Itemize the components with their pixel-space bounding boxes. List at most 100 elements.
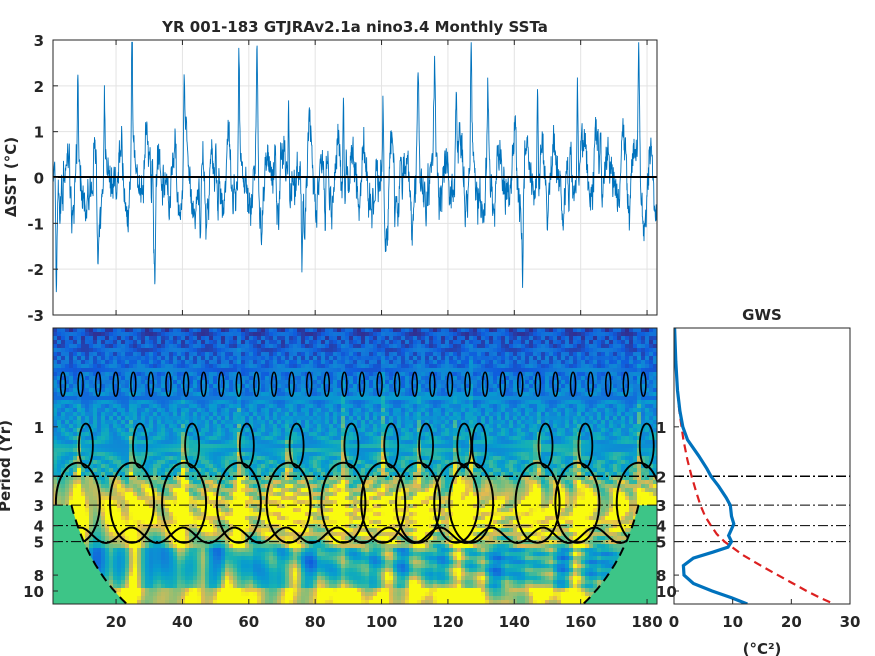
heatmap-cell xyxy=(357,332,362,337)
heatmap-cell xyxy=(505,420,510,425)
heatmap-cell xyxy=(125,344,130,349)
heatmap-cell xyxy=(605,436,610,441)
heatmap-cell xyxy=(533,400,538,405)
heatmap-cell xyxy=(373,332,378,337)
heatmap-cell xyxy=(629,452,634,457)
heatmap-cell xyxy=(621,356,626,361)
heatmap-cell xyxy=(633,440,638,445)
heatmap-cell xyxy=(493,328,498,333)
heatmap-cell xyxy=(609,344,614,349)
heatmap-cell xyxy=(269,424,274,429)
heatmap-cell xyxy=(205,340,210,345)
heatmap-cell xyxy=(425,328,430,333)
heatmap-cell xyxy=(153,348,158,353)
heatmap-cell xyxy=(457,452,462,457)
heatmap-cell xyxy=(309,344,314,349)
heatmap-cell xyxy=(241,404,246,409)
heatmap-cell xyxy=(53,340,58,345)
heatmap-cell xyxy=(361,388,366,393)
heatmap-cell xyxy=(61,428,66,433)
heatmap-cell xyxy=(421,412,426,417)
heatmap-cell xyxy=(577,412,582,417)
heatmap-cell xyxy=(333,360,338,365)
heatmap-cell xyxy=(53,456,58,461)
heatmap-cell xyxy=(201,380,206,385)
heatmap-cell xyxy=(117,436,122,441)
heatmap-cell xyxy=(557,340,562,345)
heatmap-cell xyxy=(213,344,218,349)
heatmap-cell xyxy=(597,420,602,425)
heatmap-cell xyxy=(345,420,350,425)
heatmap-cell xyxy=(225,364,230,369)
heatmap-cell xyxy=(89,448,94,453)
heatmap-cell xyxy=(125,356,130,361)
heatmap-cell xyxy=(89,360,94,365)
heatmap-cell xyxy=(289,424,294,429)
heatmap-cell xyxy=(261,340,266,345)
heatmap-cell xyxy=(585,428,590,433)
heatmap-cell xyxy=(213,456,218,461)
heatmap-cell xyxy=(457,400,462,405)
heatmap-cell xyxy=(365,376,370,381)
heatmap-cell xyxy=(537,340,542,345)
heatmap-cell xyxy=(489,408,494,413)
heatmap-cell xyxy=(257,444,262,449)
heatmap-cell xyxy=(369,352,374,357)
heatmap-cell xyxy=(481,408,486,413)
heatmap-cell xyxy=(485,436,490,441)
heatmap-cell xyxy=(109,356,114,361)
heatmap-cell xyxy=(85,400,90,405)
heatmap-cell xyxy=(621,336,626,341)
heatmap-cell xyxy=(449,332,454,337)
heatmap-cell xyxy=(653,384,657,389)
heatmap-cell xyxy=(221,356,226,361)
heatmap-cell xyxy=(237,376,242,381)
heatmap-cell xyxy=(529,396,534,401)
heatmap-cell xyxy=(493,372,498,377)
heatmap-cell xyxy=(617,368,622,373)
heatmap-cell xyxy=(513,332,518,337)
heatmap-cell xyxy=(469,344,474,349)
heatmap-cell xyxy=(561,416,566,421)
heatmap-cell xyxy=(285,448,290,453)
heatmap-cell xyxy=(373,360,378,365)
heatmap-cell xyxy=(629,444,634,449)
heatmap-cell xyxy=(337,360,342,365)
heatmap-cell xyxy=(549,420,554,425)
heatmap-cell xyxy=(457,364,462,369)
heatmap-cell xyxy=(629,356,634,361)
heatmap-cell xyxy=(397,420,402,425)
heatmap-cell xyxy=(441,344,446,349)
heatmap-cell xyxy=(193,432,198,437)
heatmap-cell xyxy=(509,344,514,349)
heatmap-cell xyxy=(565,348,570,353)
heatmap-cell xyxy=(253,400,258,405)
heatmap-cell xyxy=(433,352,438,357)
heatmap-cell xyxy=(333,388,338,393)
heatmap-cell xyxy=(281,412,286,417)
heatmap-cell xyxy=(509,372,514,377)
heatmap-cell xyxy=(221,420,226,425)
heatmap-cell xyxy=(89,368,94,373)
heatmap-cell xyxy=(421,344,426,349)
heatmap-cell xyxy=(561,440,566,445)
heatmap-cell xyxy=(237,372,242,377)
heatmap-cell xyxy=(117,400,122,405)
heatmap-cell xyxy=(177,348,182,353)
heatmap-cell xyxy=(65,452,70,457)
heatmap-cell xyxy=(89,356,94,361)
heatmap-cell xyxy=(305,344,310,349)
heatmap-cell xyxy=(97,432,102,437)
heatmap-cell xyxy=(329,344,334,349)
heatmap-cell xyxy=(93,372,98,377)
heatmap-cell xyxy=(429,360,434,365)
heatmap-cell xyxy=(57,396,62,401)
heatmap-cell xyxy=(389,400,394,405)
heatmap-cell xyxy=(73,444,78,449)
heatmap-cell xyxy=(429,412,434,417)
heatmap-cell xyxy=(57,408,62,413)
heatmap-cell xyxy=(417,412,422,417)
heatmap-cell xyxy=(201,444,206,449)
heatmap-cell xyxy=(505,412,510,417)
